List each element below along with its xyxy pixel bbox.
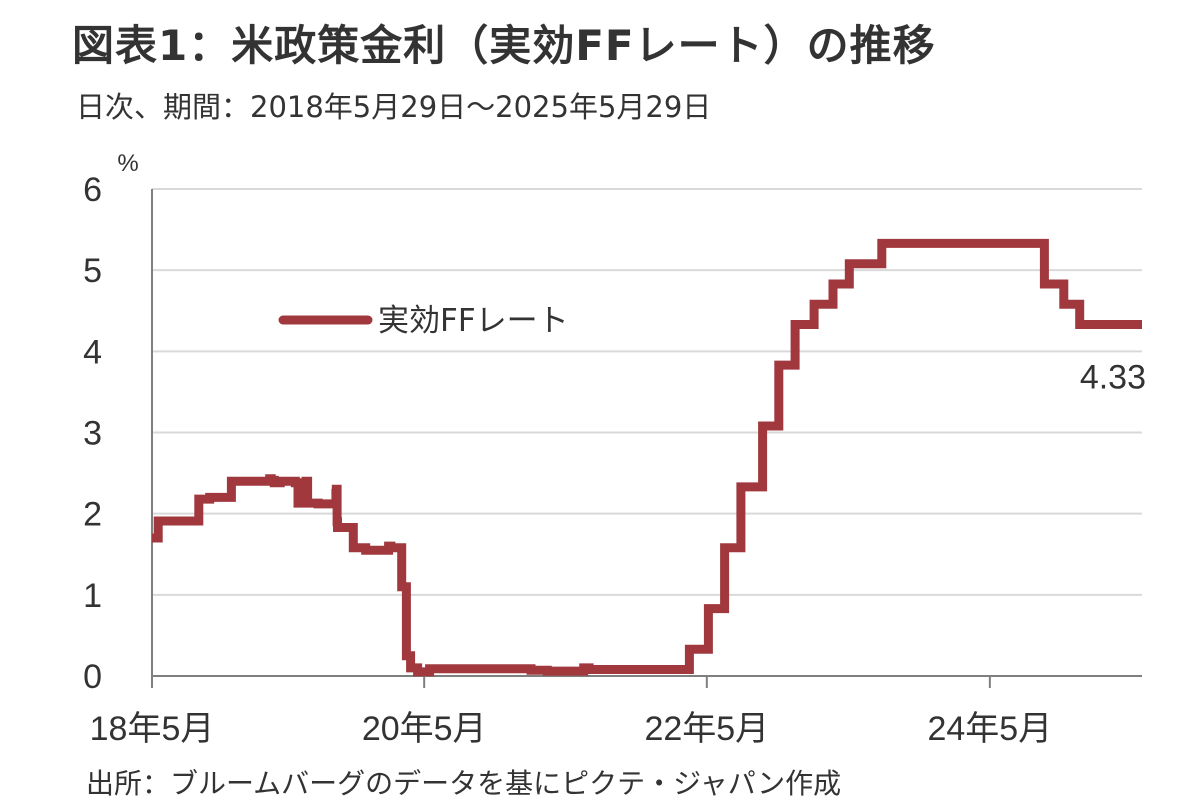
chart-title: 図表1：米政策金利（実効FFレート）の推移 bbox=[72, 21, 936, 70]
y-tick-label: 2 bbox=[83, 496, 102, 534]
y-axis: 0 1 2 3 4 5 6% bbox=[83, 150, 153, 696]
x-tick-label: 20年5月 bbox=[362, 710, 487, 748]
x-tick-label: 18年5月 bbox=[90, 710, 215, 748]
y-tick-label: 0 bbox=[83, 658, 102, 696]
legend: 実効FFレート bbox=[278, 303, 569, 339]
y-tick-label: 1 bbox=[83, 577, 102, 615]
y-tick-label: 5 bbox=[83, 252, 102, 290]
series-line-effective-ff-rate bbox=[152, 238, 1142, 677]
y-unit-label: % bbox=[117, 150, 138, 177]
source-note: 出所：ブルームバーグのデータを基にピクテ・ジャパン作成 bbox=[86, 767, 842, 800]
y-tick-label: 6 bbox=[83, 171, 102, 209]
x-axis: 18年5月 20年5月 22年5月 24年5月 bbox=[90, 675, 1142, 748]
legend-label: 実効FFレート bbox=[378, 303, 569, 339]
y-tick-label: 4 bbox=[83, 333, 102, 371]
end-value-label: 4.33 bbox=[1080, 359, 1146, 397]
chart-subtitle: 日次、期間：2018年5月29日～2025年5月29日 bbox=[76, 90, 712, 124]
x-tick-label: 22年5月 bbox=[644, 710, 769, 748]
gridlines bbox=[152, 188, 1142, 596]
x-tick-label: 24年5月 bbox=[927, 710, 1052, 748]
y-tick-label: 3 bbox=[83, 415, 102, 453]
